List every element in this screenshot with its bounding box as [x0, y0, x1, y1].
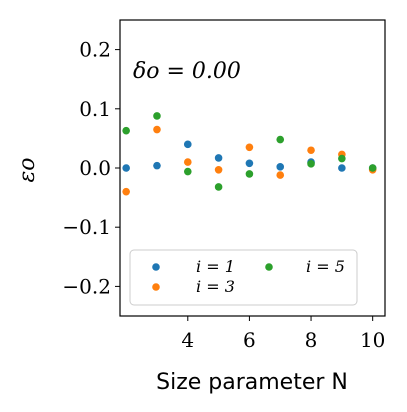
x-axis-ticks: 4 6 8 10	[181, 316, 385, 352]
y-tick-label: 0.0	[79, 156, 111, 180]
legend-label: i = 1	[196, 257, 235, 276]
data-point-series-3	[276, 135, 285, 144]
data-point-series-2	[214, 165, 223, 174]
x-tick-label: 8	[305, 328, 318, 352]
x-tick-label: 6	[243, 328, 256, 352]
data-point-series-3	[153, 112, 161, 120]
x-tick-label: 10	[360, 328, 385, 352]
data-point-series-2	[183, 158, 192, 166]
data-point-series-3	[368, 164, 377, 172]
y-tick-label: −0.2	[62, 274, 111, 298]
legend-box	[129, 249, 358, 306]
y-axis-label: εo	[15, 157, 40, 182]
data-point-series-1	[183, 140, 192, 149]
data-point-series-1	[338, 164, 346, 172]
legend: i = 1i = 3 i = 5	[129, 249, 358, 306]
data-points	[122, 112, 377, 196]
data-point-series-1	[122, 164, 130, 172]
x-axis-label: Size parameter N	[156, 370, 348, 395]
data-point-series-2	[122, 187, 130, 196]
legend-marker	[265, 263, 273, 271]
data-point-series-3	[307, 160, 315, 168]
y-tick-label: −0.1	[62, 215, 111, 239]
legend-marker	[152, 263, 160, 271]
data-point-series-2	[276, 171, 285, 179]
legend-marker	[152, 283, 160, 291]
data-point-series-3	[245, 170, 254, 178]
delta-annotation: δo = 0.00	[133, 59, 241, 84]
data-point-series-3	[338, 154, 346, 163]
legend-label: i = 3	[196, 277, 235, 296]
data-point-series-1	[245, 159, 254, 168]
data-point-series-2	[153, 125, 161, 134]
y-axis-ticks: −0.2 −0.1 0.0 0.1 0.2	[62, 38, 120, 298]
data-point-series-2	[245, 143, 254, 152]
data-point-series-3	[122, 126, 130, 135]
y-tick-label: 0.2	[79, 38, 111, 62]
y-tick-label: 0.1	[79, 97, 111, 121]
data-point-series-2	[307, 146, 315, 155]
data-point-series-1	[153, 161, 161, 170]
data-point-series-3	[214, 183, 223, 191]
legend-label: i = 5	[306, 257, 345, 276]
x-tick-label: 4	[181, 328, 194, 352]
data-point-series-1	[214, 154, 223, 162]
data-point-series-1	[276, 163, 285, 171]
data-point-series-3	[183, 167, 192, 176]
